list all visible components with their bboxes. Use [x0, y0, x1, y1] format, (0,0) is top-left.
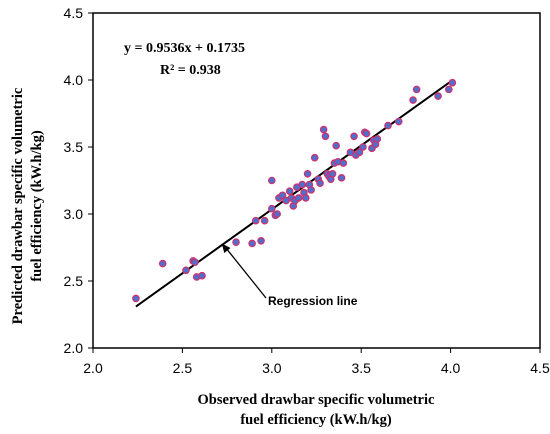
y-tick-label: 2.5	[64, 273, 84, 289]
data-point	[319, 125, 328, 134]
y-tick-label: 4.5	[64, 5, 84, 21]
x-tick-label: 2.0	[83, 360, 103, 376]
x-tick-label: 3.5	[351, 360, 371, 376]
data-point	[362, 129, 371, 138]
data-point	[384, 121, 392, 130]
data-point	[359, 143, 367, 151]
data-point	[350, 132, 358, 141]
data-point	[298, 180, 306, 189]
data-point	[339, 159, 348, 167]
data-point	[394, 117, 403, 126]
y-tick-label: 2.0	[64, 340, 84, 356]
data-point	[251, 216, 260, 225]
x-tick-label: 4.0	[441, 360, 461, 376]
data-point	[355, 148, 364, 157]
y-axis-title-line-1: Predicted drawbar specific volumetric	[10, 87, 26, 324]
data-points	[132, 78, 457, 303]
y-tick-label: 4.0	[64, 72, 84, 88]
data-point	[316, 179, 324, 187]
regression-line-label: Regression line	[268, 294, 358, 308]
data-point	[337, 174, 346, 182]
data-point	[321, 132, 330, 141]
data-point	[285, 187, 294, 196]
data-point	[448, 78, 457, 87]
data-point	[182, 266, 190, 275]
data-point	[267, 176, 276, 185]
regression-equation: y = 0.9536x + 0.1735	[124, 41, 245, 56]
data-point	[434, 92, 442, 100]
data-point	[158, 259, 167, 268]
data-point	[303, 170, 312, 178]
data-point	[260, 216, 269, 225]
y-tick-label: 3.5	[64, 139, 84, 155]
y-tick-label: 3.0	[64, 206, 84, 222]
data-point	[409, 96, 417, 104]
data-point	[310, 153, 319, 162]
data-point	[307, 186, 315, 194]
data-point	[273, 210, 281, 218]
data-point	[267, 204, 276, 213]
data-point	[132, 294, 140, 303]
data-point	[301, 194, 310, 202]
annotation-arrow-shaft	[224, 246, 267, 299]
r-squared-label: R² = 0.938	[160, 63, 221, 78]
x-tick-label: 2.5	[173, 360, 193, 376]
data-point	[332, 141, 340, 150]
x-tick-label: 4.5	[530, 360, 550, 376]
data-point	[278, 191, 287, 200]
x-axis-title-line-1: Observed drawbar specific volumetric	[198, 392, 435, 408]
data-point	[248, 239, 256, 248]
axis-ticks: 2.0 2.5 3.0 3.5 4.0 4.5 2.0 2.5 3.0 3.5 4.0 4.5	[64, 5, 550, 376]
plot-area-frame	[92, 12, 541, 349]
regression-line-annotation	[221, 243, 267, 299]
x-axis-title-line-2: fuel efficiency (kW.h/kg)	[240, 412, 391, 428]
data-point	[232, 238, 240, 246]
data-point	[445, 85, 453, 94]
data-point	[328, 170, 337, 178]
data-point	[257, 237, 265, 245]
annotation-arrow-head	[221, 243, 231, 253]
data-point	[191, 258, 199, 267]
y-axis-title-line-2: fuel efficiency (kW.h/kg)	[29, 130, 45, 281]
data-point	[373, 135, 382, 143]
x-tick-label: 3.0	[262, 360, 282, 376]
data-point	[412, 85, 421, 94]
data-point	[294, 194, 303, 202]
data-point	[198, 271, 206, 280]
